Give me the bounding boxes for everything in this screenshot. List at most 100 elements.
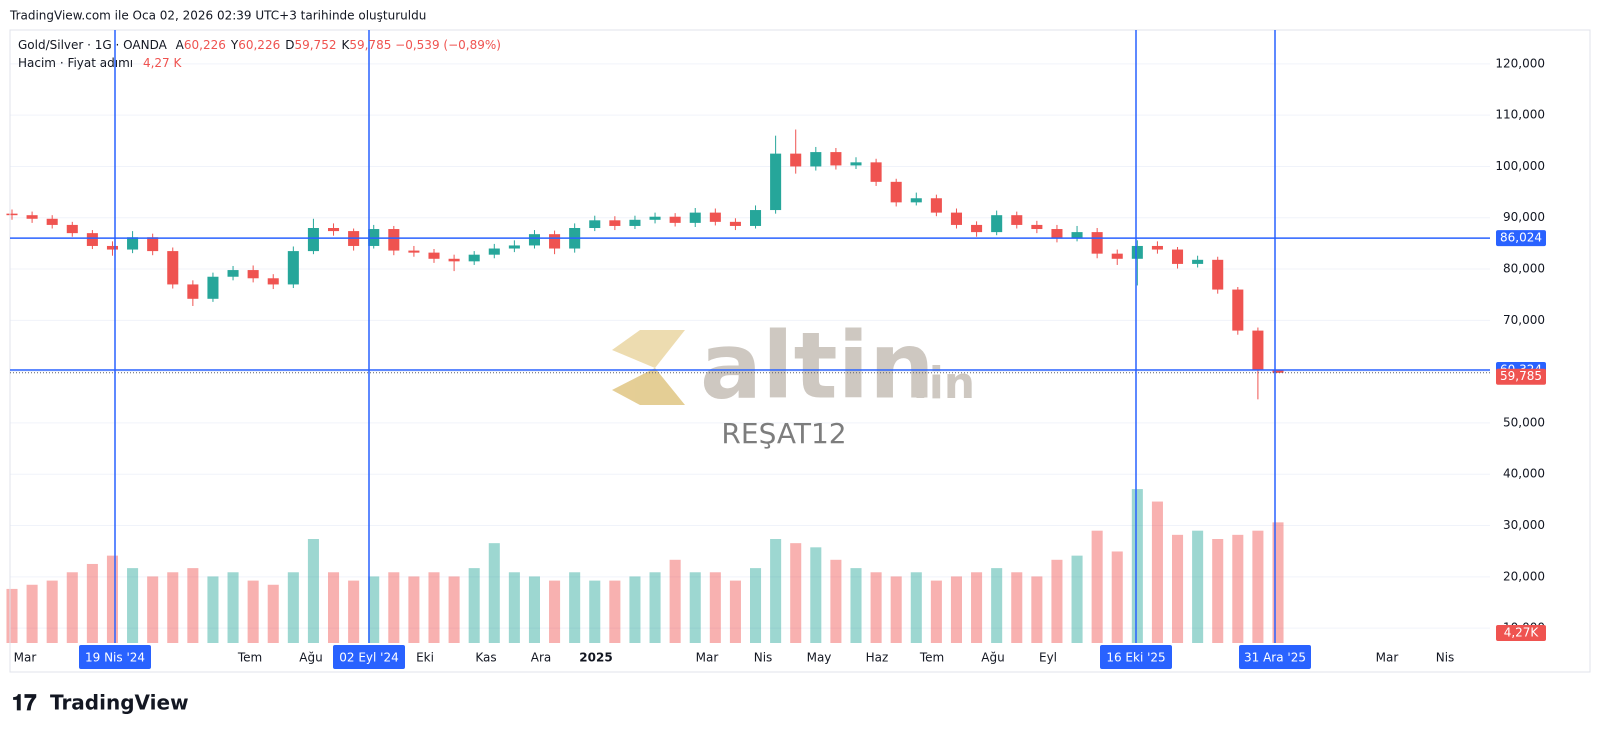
x-tick-label: Tem [919, 651, 944, 665]
watermark-brand: altin [700, 312, 935, 419]
logo-shape [612, 330, 685, 368]
logo-shape [612, 368, 685, 405]
date-badge-label: 02 Eyl '24 [339, 651, 398, 665]
y-tick-label: 20,000 [1503, 569, 1545, 583]
watermark-suffix: .in [912, 358, 975, 409]
volume-bar [1031, 576, 1043, 643]
volume-bar [649, 572, 661, 643]
change: −0,539 (−0,89%) [395, 38, 501, 52]
candle-body [790, 153, 802, 167]
candle-body [106, 245, 119, 250]
volume-bar [790, 543, 802, 643]
volume-bar [307, 539, 319, 643]
ohlc-value: 60,226 [238, 38, 281, 52]
x-tick-label: Eyl [1039, 651, 1057, 665]
candle-body [709, 212, 721, 222]
volume-bar [689, 572, 701, 643]
candle-body [488, 248, 500, 255]
volume-label: Hacim · Fiyat adımı [18, 56, 134, 70]
volume-bar [1051, 559, 1063, 643]
x-tick-label: May [807, 651, 832, 665]
footer-logo: 𝟏𝟕 TradingView [12, 691, 189, 717]
candle-body [468, 254, 480, 262]
candle-body [1252, 330, 1264, 371]
symbol: Gold/Silver · 1G · OANDA [18, 38, 167, 52]
date-badge [333, 645, 405, 669]
candle-body [1031, 224, 1043, 230]
candle-body [1212, 259, 1224, 290]
x-tick-label: Ağu [981, 651, 1004, 665]
watermark-user: REŞAT12 [721, 417, 846, 450]
volume-bar [870, 572, 882, 643]
volume-badge-label: 4,27K [1504, 626, 1540, 640]
plot [6, 63, 1490, 643]
volume-bar [549, 580, 561, 643]
y-tick-label: 120,000 [1495, 56, 1545, 70]
candle-body [187, 284, 199, 299]
volume-bar [247, 580, 259, 643]
volume-bar [830, 559, 842, 643]
volume-bar [127, 568, 139, 643]
candle-body [127, 237, 139, 250]
candle-body [307, 228, 319, 252]
candle-body [669, 216, 681, 223]
candle-body [609, 220, 621, 226]
candle-body [247, 270, 259, 279]
volume-bar [1212, 539, 1224, 643]
volume-bar [26, 584, 38, 643]
volume-bar [850, 568, 862, 643]
candle-body [991, 215, 1003, 233]
candle-body [167, 251, 179, 285]
volume-bar [448, 576, 460, 643]
volume-bar [388, 572, 400, 643]
y-tick-label: 110,000 [1495, 108, 1545, 122]
ohlc-key: D [285, 38, 295, 52]
volume-bar [609, 580, 621, 643]
volume-bar [408, 576, 420, 643]
candle-body [1051, 229, 1063, 239]
y-tick-label: 50,000 [1503, 415, 1545, 429]
volume-bar [749, 568, 762, 643]
x-tick-label: Nis [754, 651, 773, 665]
volume-bar [1091, 530, 1103, 643]
candle-body [689, 212, 701, 223]
volume-bar [930, 580, 942, 643]
x-tick-label: Tem [237, 651, 262, 665]
date-badge-label: 31 Ara '25 [1244, 651, 1306, 665]
volume-bar [508, 572, 520, 643]
date-badge [1239, 645, 1311, 669]
candle-body [6, 213, 18, 216]
candle-body [830, 152, 842, 166]
volume-bar [709, 572, 721, 643]
y-tick-label: 30,000 [1503, 518, 1545, 532]
volume-bar [368, 576, 380, 643]
candle-body [649, 216, 661, 220]
y-tick-label: 90,000 [1503, 210, 1545, 224]
ohlc-value: 59,752 [294, 38, 337, 52]
price-badge-label: 86,024 [1500, 231, 1542, 245]
volume-bar [1111, 551, 1123, 643]
volume-bar [207, 576, 219, 643]
candle-body [1272, 370, 1284, 373]
volume-bar [1272, 522, 1284, 643]
y-tick-label: 80,000 [1503, 262, 1545, 276]
volume-bar [227, 572, 239, 643]
last-price-label: 59,785 [1500, 369, 1542, 383]
candle-body [327, 228, 340, 232]
candle-body [1171, 249, 1184, 264]
candle-body [428, 252, 440, 259]
candle-body [287, 251, 299, 285]
candle-body [910, 198, 922, 203]
ohlc-key: K [341, 38, 350, 52]
legend-line: Gold/Silver · 1G · OANDA A60,226 Y60,226 D… [18, 38, 501, 52]
candle-body [86, 233, 98, 246]
volume-bar [348, 580, 360, 643]
volume-bar [1192, 530, 1204, 643]
volume-bar [1131, 489, 1143, 643]
candle-body [528, 234, 541, 246]
x-tick-label: Haz [866, 651, 889, 665]
candle-body [1131, 245, 1143, 259]
ohlc-key: Y [230, 38, 239, 52]
volume-bar [1011, 572, 1023, 643]
volume-bar [287, 572, 299, 643]
